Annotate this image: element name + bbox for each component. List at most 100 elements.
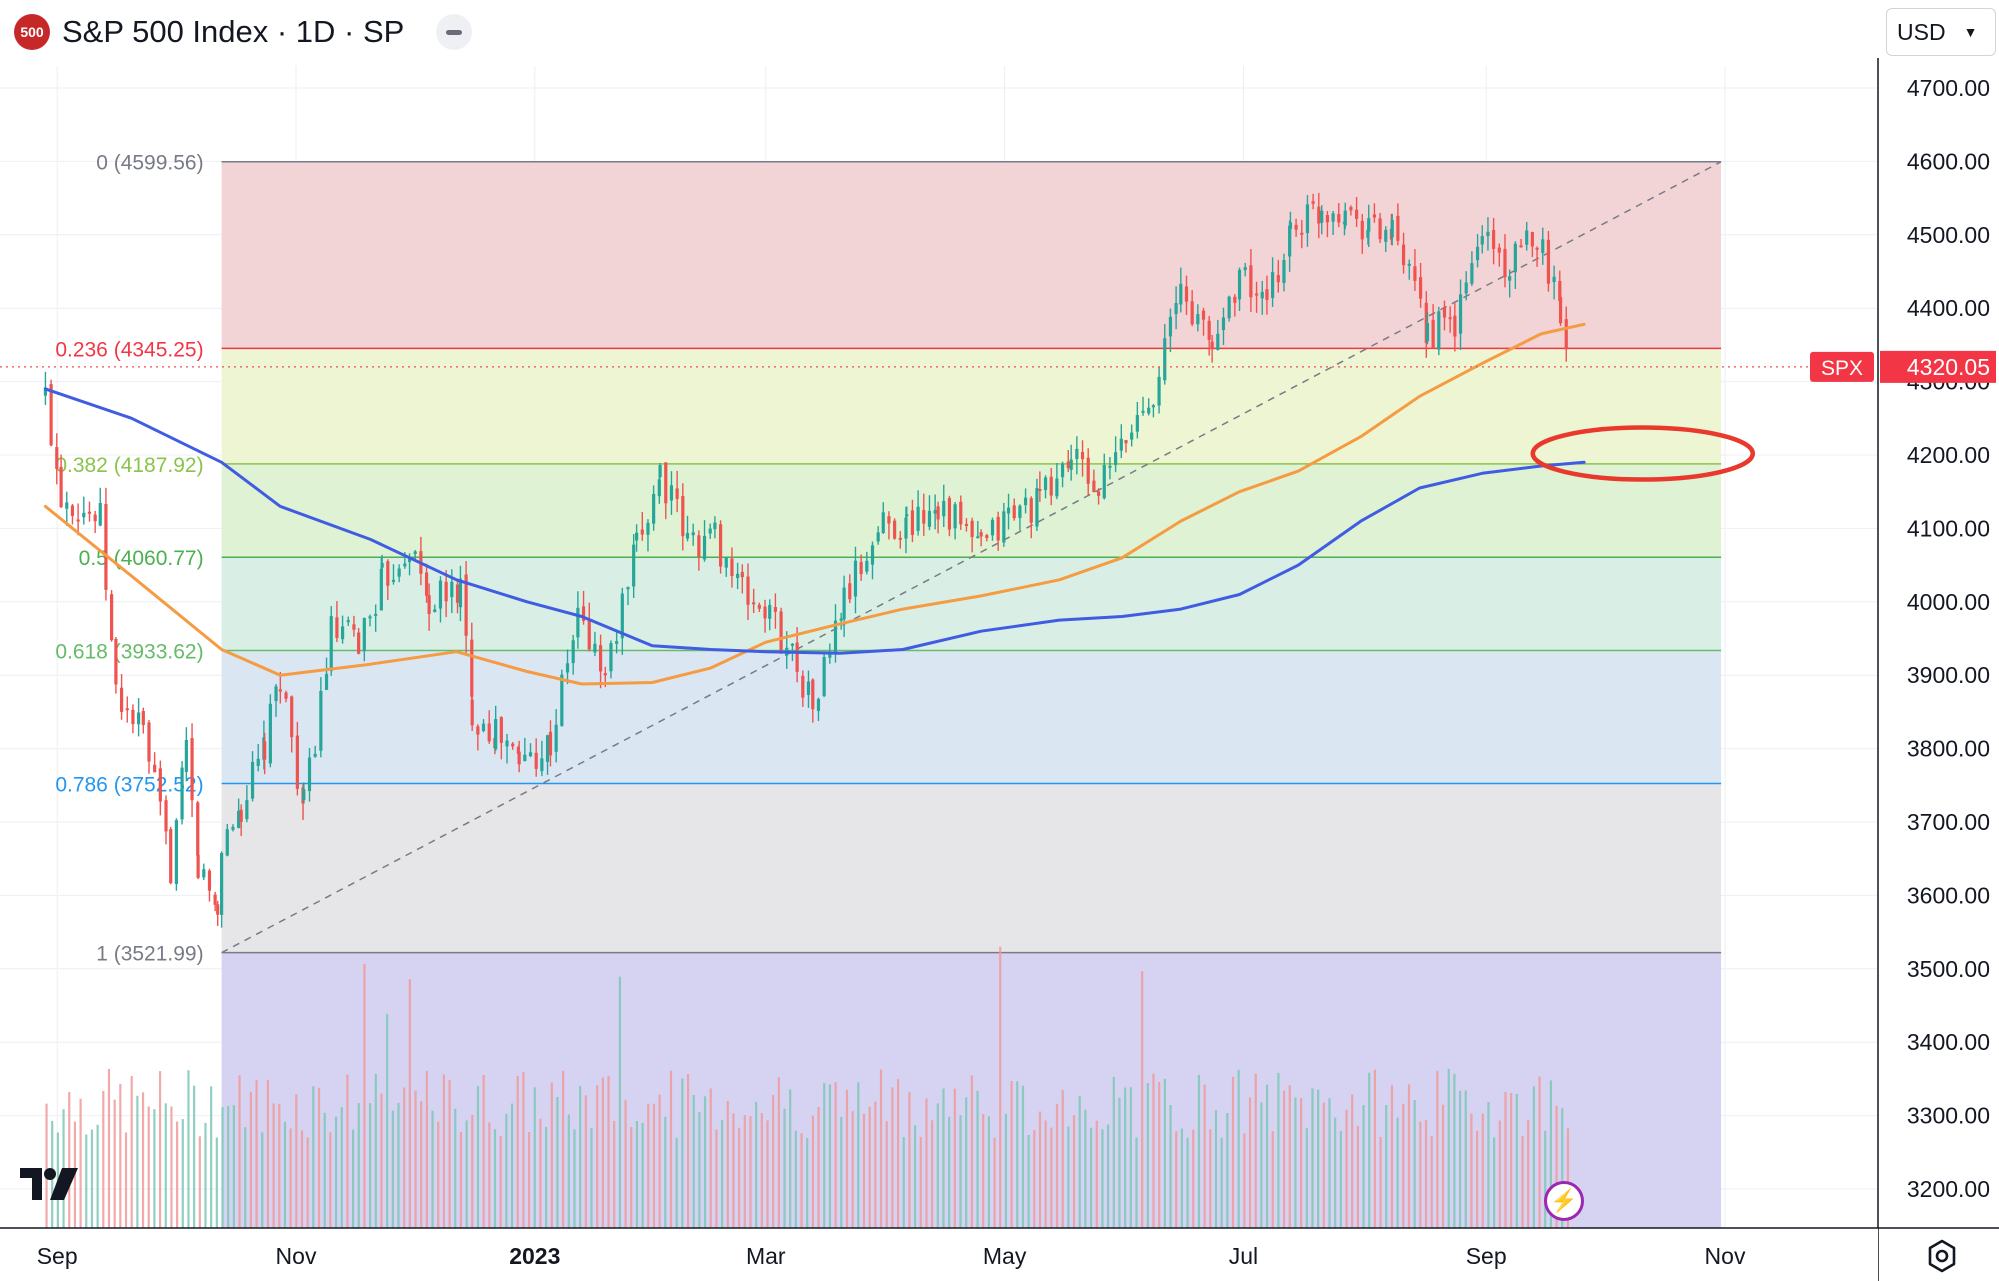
volume-bar: [1566, 1128, 1570, 1228]
candle-body: [1396, 215, 1400, 241]
volume-bar: [896, 1079, 900, 1228]
candle-body: [675, 488, 679, 499]
candle-body: [1311, 201, 1315, 204]
gear-icon[interactable]: [1924, 1238, 1960, 1274]
volume-bar: [471, 1114, 474, 1228]
volume-bar: [317, 1087, 321, 1228]
fib-level-label: 0.786 (3752.52): [55, 773, 203, 796]
fib-level-label: 0.5 (4060.77): [79, 547, 204, 570]
candle-body: [1190, 301, 1194, 325]
volume-bar: [147, 1106, 150, 1228]
volume-bar: [755, 1101, 758, 1228]
volume-bar: [1544, 1130, 1547, 1228]
candle-body: [752, 602, 756, 605]
volume-bar: [102, 1090, 105, 1228]
volume-bar: [1260, 1102, 1263, 1228]
volume-bar: [641, 1122, 644, 1228]
volume-bar: [1521, 1136, 1524, 1228]
candle-body: [790, 643, 795, 646]
candle-body: [1552, 276, 1556, 283]
currency-selector[interactable]: USD ▼: [1886, 8, 1996, 56]
candle-body: [626, 587, 630, 590]
volume-bar: [845, 1089, 849, 1228]
candle-body: [1254, 293, 1259, 296]
candle-body: [1221, 317, 1226, 331]
candle-body: [1265, 289, 1269, 300]
candle-body: [125, 708, 129, 711]
time-axis-labels: Sep Nov 2023 Mar May Jul Sep Nov: [37, 1243, 1746, 1269]
candle-body: [1069, 459, 1073, 470]
volume-bar: [1339, 1131, 1342, 1228]
volume-bar: [164, 1103, 167, 1228]
candle-body: [658, 465, 662, 477]
candle-body: [119, 687, 124, 712]
candle-body: [603, 673, 607, 676]
volume-bar: [1345, 1109, 1348, 1228]
volume-bar: [658, 1094, 661, 1228]
volume-bar: [1192, 1129, 1195, 1228]
candle-body: [1442, 306, 1447, 318]
candle-body: [523, 754, 527, 761]
fib-band: [221, 783, 1722, 953]
volume-bar: [1163, 1078, 1166, 1228]
volume-bar: [1265, 1084, 1269, 1228]
fib-band: [221, 650, 1722, 784]
lightning-bolt-icon[interactable]: ⚡: [1544, 1181, 1584, 1221]
symbol-title: S&P 500 Index · 1D · SP: [62, 14, 405, 49]
volume-bar: [295, 1094, 298, 1228]
volume-bar: [556, 1097, 559, 1228]
candle-body: [1124, 440, 1128, 444]
candle-body: [635, 532, 639, 541]
candle-body: [581, 606, 586, 621]
volume-bar: [862, 1113, 866, 1228]
candle-body: [1492, 229, 1496, 249]
candle-body: [970, 520, 974, 538]
candle-body: [137, 712, 141, 725]
candle-body: [1349, 207, 1353, 211]
volume-bar: [624, 1100, 627, 1228]
minus-icon[interactable]: [436, 14, 473, 50]
candle-body: [724, 557, 728, 568]
volume-bar: [1203, 1084, 1206, 1228]
volume-bar: [902, 1137, 905, 1228]
candle-body: [1216, 333, 1220, 350]
volume-bar: [834, 1082, 837, 1228]
volume-bar: [1385, 1105, 1388, 1228]
fib-level-label: 0 (4599.56): [96, 152, 203, 175]
volume-bar: [1282, 1090, 1286, 1228]
volume-bar: [329, 1132, 332, 1228]
candle-body: [424, 572, 429, 596]
volume-bar: [573, 1129, 576, 1228]
volume-bar: [141, 1092, 145, 1228]
candle-body: [587, 618, 591, 650]
candle-body: [1210, 341, 1214, 350]
volume-bar: [1050, 1127, 1053, 1228]
price-tick-label: 4200.00: [1907, 442, 1990, 468]
candle-body: [302, 789, 306, 801]
price-tick-label: 4700.00: [1907, 75, 1990, 101]
candle-body: [996, 516, 1000, 541]
candle-body: [153, 764, 157, 773]
candle-body: [545, 735, 550, 762]
volume-bar: [1317, 1089, 1320, 1228]
volume-bar: [1504, 1092, 1507, 1228]
candle-body: [444, 581, 448, 602]
volume-bar: [550, 1082, 553, 1228]
volume-bar: [681, 1078, 684, 1228]
volume-bar: [1180, 1128, 1184, 1228]
candle-body: [548, 731, 553, 756]
candle-body: [516, 746, 520, 754]
candle-body: [1366, 229, 1370, 238]
candle-body: [82, 512, 86, 518]
volume-bar: [1010, 1080, 1013, 1228]
volume-bar: [1356, 1125, 1359, 1228]
tradingview-logo-icon[interactable]: [18, 1166, 82, 1202]
volume-bar: [261, 1132, 264, 1228]
volume-bar: [970, 1075, 973, 1228]
candle-body: [1325, 214, 1330, 223]
candle-body: [1119, 438, 1123, 451]
candle-body: [505, 740, 509, 747]
price-tick-label: 4100.00: [1907, 515, 1990, 541]
candle-body: [718, 524, 723, 567]
